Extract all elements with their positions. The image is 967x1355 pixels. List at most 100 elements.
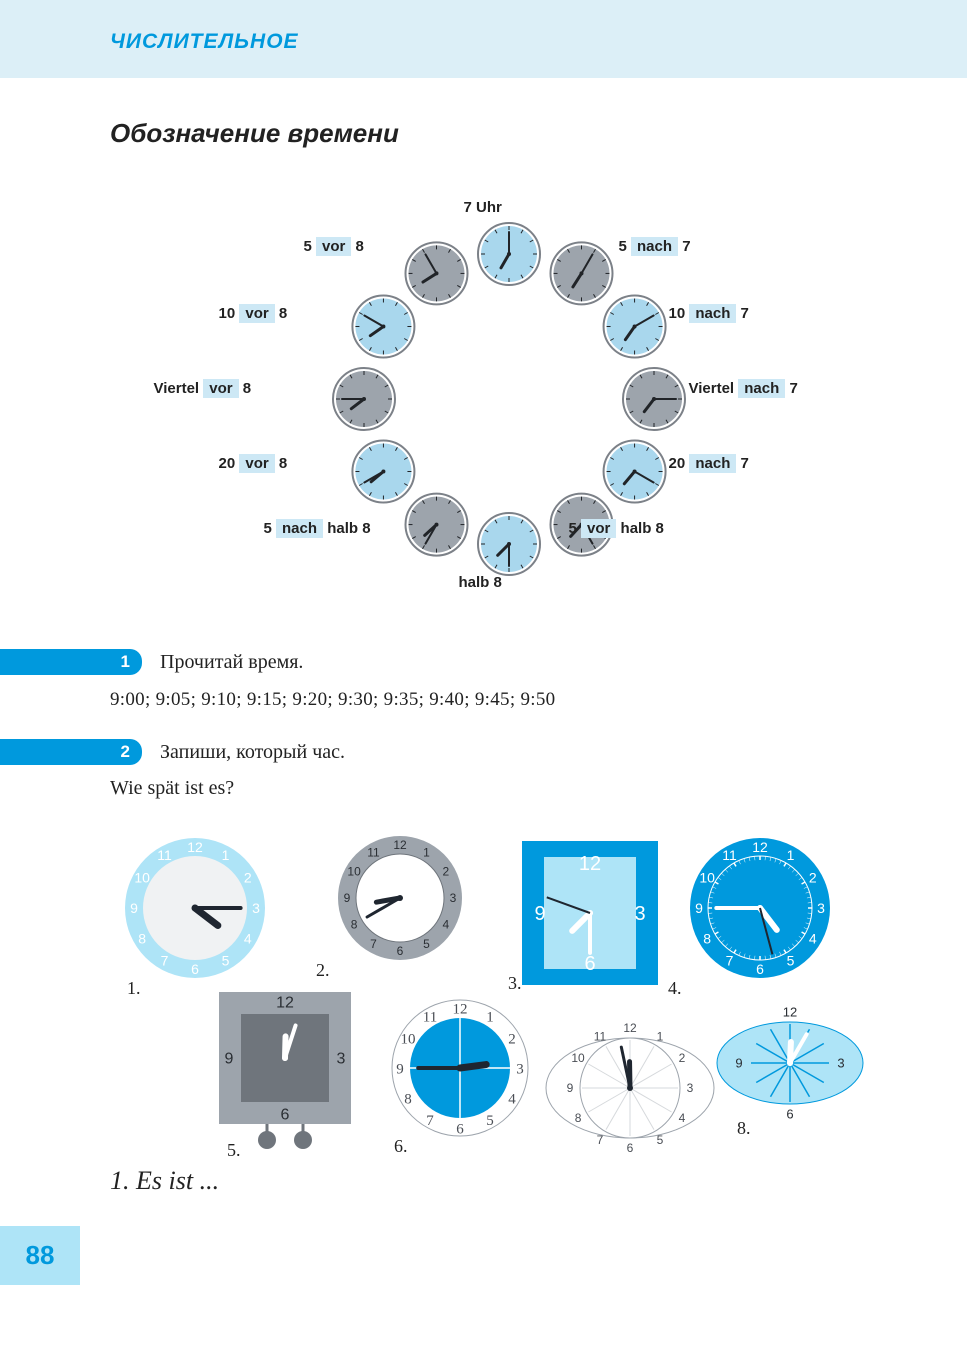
ring-label-l5: 5 nach halb 8 — [264, 519, 371, 538]
page-number: 88 — [0, 1226, 80, 1285]
svg-text:7: 7 — [426, 1113, 434, 1129]
svg-text:7.: 7. — [564, 1156, 578, 1158]
ring-label-top: 7 Uhr — [464, 199, 502, 216]
ring-label-r4: 20 nach 7 — [669, 454, 749, 473]
header-bar: ЧИСЛИТЕЛЬНОЕ — [0, 0, 967, 78]
svg-text:12: 12 — [453, 1001, 468, 1017]
page-content: Обозначение времени 7 Uhr 5 nach 7 10 nach… — [0, 78, 967, 1196]
svg-text:2: 2 — [508, 1031, 516, 1047]
svg-text:2: 2 — [809, 869, 817, 885]
svg-text:11: 11 — [367, 845, 380, 859]
svg-text:9: 9 — [695, 900, 703, 916]
svg-text:8: 8 — [404, 1091, 412, 1107]
svg-text:1: 1 — [486, 1009, 494, 1025]
svg-text:1.: 1. — [127, 978, 141, 998]
svg-text:4: 4 — [809, 930, 817, 946]
exercise-2-text: Запиши, который час. — [160, 741, 345, 764]
question-text: Wie spät ist es? — [110, 777, 907, 800]
svg-text:2: 2 — [244, 869, 252, 885]
svg-text:12: 12 — [579, 853, 601, 875]
exercise-1-badge: 1 — [0, 649, 142, 675]
svg-text:3: 3 — [252, 900, 260, 916]
svg-text:6: 6 — [584, 953, 595, 975]
exercise-2-badge: 2 — [0, 739, 142, 765]
ring-label-bottom: halb 8 — [459, 574, 502, 591]
svg-text:3: 3 — [634, 903, 645, 925]
svg-text:12: 12 — [276, 995, 294, 1012]
svg-text:7: 7 — [726, 953, 734, 969]
svg-text:11: 11 — [722, 847, 737, 863]
ring-label-r1: 5 nach 7 — [619, 237, 691, 256]
ring-label-l4: 20 vor 8 — [219, 454, 288, 473]
svg-text:6.: 6. — [394, 1136, 408, 1156]
svg-text:12: 12 — [393, 838, 407, 852]
svg-text:3: 3 — [817, 900, 825, 916]
ring-label-r3: Viertel nach 7 — [689, 379, 798, 398]
svg-text:6: 6 — [456, 1121, 464, 1137]
svg-text:3: 3 — [687, 1081, 694, 1095]
svg-text:8: 8 — [703, 930, 711, 946]
svg-text:11: 11 — [594, 1029, 607, 1043]
svg-text:5: 5 — [222, 953, 230, 969]
ring-svg — [139, 199, 879, 599]
ring-label-l1: 5 vor 8 — [304, 237, 364, 256]
svg-text:7: 7 — [161, 953, 169, 969]
svg-text:10: 10 — [699, 869, 715, 885]
svg-text:4: 4 — [679, 1111, 686, 1125]
ring-label-l3: Viertel vor 8 — [154, 379, 252, 398]
svg-text:1: 1 — [423, 845, 430, 859]
exercise-2-row: 2 Запиши, который час. — [110, 739, 907, 765]
svg-text:9: 9 — [344, 891, 351, 905]
svg-text:6: 6 — [756, 961, 764, 977]
ring-label-r2: 10 nach 7 — [669, 304, 749, 323]
exercise-1-row: 1 Прочитай время. — [110, 649, 907, 675]
svg-text:8.: 8. — [737, 1118, 751, 1138]
svg-text:10: 10 — [134, 869, 150, 885]
svg-text:3: 3 — [337, 1051, 346, 1068]
svg-text:12: 12 — [752, 839, 768, 855]
svg-text:10: 10 — [347, 865, 361, 879]
svg-text:4: 4 — [443, 918, 450, 932]
svg-text:5: 5 — [486, 1113, 494, 1129]
answer-line: 1. Es ist ... — [110, 1166, 907, 1196]
svg-text:9: 9 — [225, 1051, 234, 1068]
svg-text:2: 2 — [679, 1051, 686, 1065]
svg-text:7: 7 — [370, 937, 377, 951]
svg-text:8: 8 — [351, 918, 358, 932]
svg-text:9: 9 — [735, 1056, 742, 1071]
ring-label-r5: 5 vor halb 8 — [569, 519, 664, 538]
svg-text:6: 6 — [397, 944, 404, 958]
svg-text:6: 6 — [627, 1141, 634, 1155]
svg-text:1: 1 — [787, 847, 795, 863]
svg-text:12: 12 — [783, 1005, 797, 1020]
svg-text:5: 5 — [657, 1133, 664, 1147]
svg-text:9: 9 — [130, 900, 138, 916]
svg-text:11: 11 — [157, 847, 172, 863]
svg-text:5.: 5. — [227, 1140, 241, 1158]
svg-text:4: 4 — [508, 1091, 516, 1107]
svg-text:10: 10 — [401, 1031, 416, 1047]
svg-text:3: 3 — [516, 1061, 524, 1077]
clock-ring-diagram: 7 Uhr 5 nach 7 10 nach 7 Viertel nach 7 20 n… — [129, 199, 889, 599]
svg-text:1: 1 — [657, 1029, 664, 1043]
svg-text:9: 9 — [567, 1081, 574, 1095]
svg-text:4: 4 — [244, 930, 252, 946]
svg-text:6: 6 — [281, 1107, 290, 1124]
svg-text:3.: 3. — [508, 973, 522, 993]
svg-text:2.: 2. — [316, 960, 330, 980]
svg-text:6: 6 — [786, 1107, 793, 1122]
chapter-title: ЧИСЛИТЕЛЬНОЕ — [110, 30, 967, 54]
times-list: 9:00; 9:05; 9:10; 9:15; 9:20; 9:30; 9:35… — [110, 689, 907, 711]
svg-text:6: 6 — [191, 961, 199, 977]
svg-text:8: 8 — [575, 1111, 582, 1125]
svg-text:3: 3 — [837, 1056, 844, 1071]
svg-text:12: 12 — [187, 839, 203, 855]
ring-label-l2: 10 vor 8 — [219, 304, 288, 323]
svg-text:1: 1 — [222, 847, 230, 863]
svg-text:7: 7 — [597, 1133, 604, 1147]
svg-text:3: 3 — [450, 891, 457, 905]
svg-text:11: 11 — [423, 1009, 437, 1025]
svg-text:2: 2 — [443, 865, 450, 879]
svg-text:12: 12 — [623, 1021, 637, 1035]
section-subtitle: Обозначение времени — [110, 118, 907, 149]
